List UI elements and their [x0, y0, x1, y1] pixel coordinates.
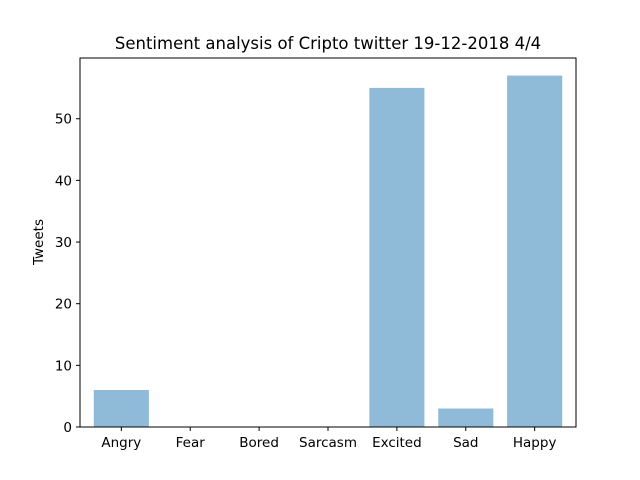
y-tick-label: 10 [55, 358, 72, 374]
y-tick-label: 40 [55, 173, 72, 189]
plot-area [93, 75, 563, 428]
y-tick-label: 50 [55, 112, 72, 128]
x-tick-label: Bored [239, 435, 279, 451]
y-axis-label: Tweets [31, 219, 47, 266]
x-tick-label: Fear [176, 435, 206, 451]
x-tick-label: Sarcasm [299, 435, 357, 451]
y-axis-ticks: 0 10 20 30 40 50 [55, 112, 80, 436]
bar-angry [93, 390, 149, 427]
chart-title: Sentiment analysis of Cripto twitter 19-… [115, 34, 541, 53]
bar-happy [507, 75, 563, 427]
x-axis-ticks: Angry Fear Bored Sarcasm Excited Sad Happy [101, 427, 556, 451]
bar-sad [438, 408, 494, 427]
x-tick-label: Excited [372, 435, 422, 451]
x-tick-label: Sad [453, 435, 478, 451]
x-tick-label: Angry [101, 435, 141, 451]
plot-frame [79, 57, 577, 428]
x-tick-label: Happy [513, 435, 557, 451]
bar-excited [369, 87, 425, 428]
y-tick-label: 30 [55, 235, 72, 251]
y-tick-label: 20 [55, 297, 72, 313]
y-tick-label: 0 [63, 420, 72, 436]
